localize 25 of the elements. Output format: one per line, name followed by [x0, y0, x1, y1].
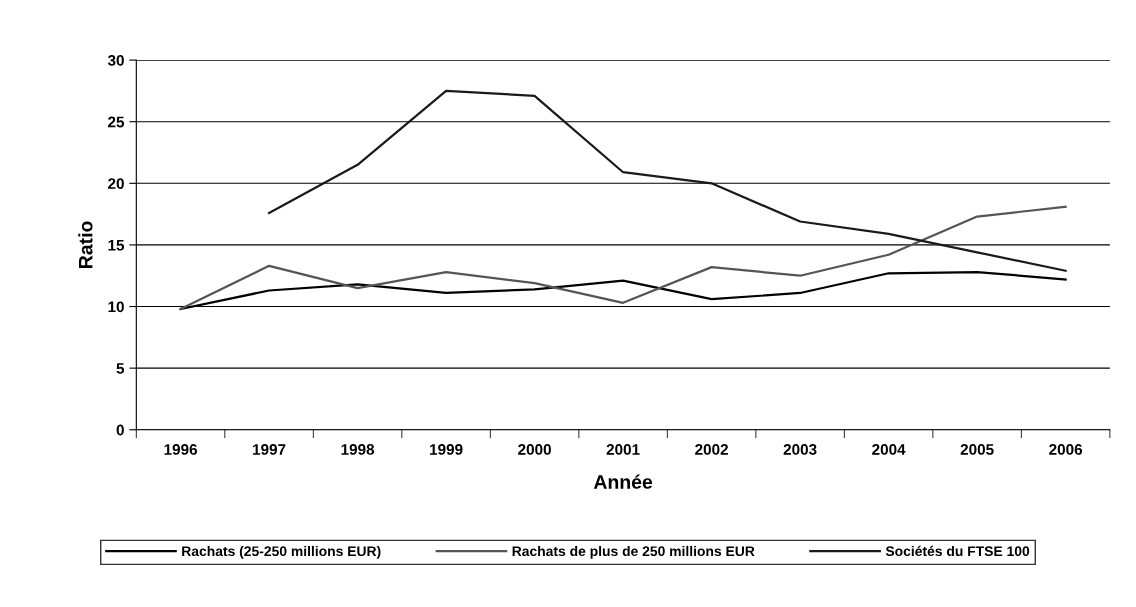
y-tick-label: 20 — [108, 178, 124, 189]
y-tick-label: 0 — [116, 424, 124, 436]
x-tick-label: 2006 — [1049, 444, 1083, 455]
legend-label: Rachats (25-250 millions EUR) — [182, 545, 381, 559]
y-tick-label: 30 — [107, 54, 124, 66]
x-tick-label: 1997 — [253, 444, 286, 455]
line-series — [179, 205, 1067, 311]
x-tick-label: 1998 — [341, 444, 375, 455]
y-axis-title: Ratio — [78, 221, 93, 268]
x-tick-label: 2005 — [960, 444, 994, 455]
x-tick-label: 2001 — [606, 444, 640, 455]
x-tick-label: 1999 — [430, 444, 463, 455]
x-tick-label: 2004 — [872, 444, 906, 455]
line-series — [267, 89, 1067, 272]
legend-label: Sociétés du FTSE 100 — [885, 545, 1030, 557]
x-tick-label: 2002 — [695, 444, 728, 455]
x-tick-label: 1996 — [164, 444, 198, 455]
x-axis-title: Année — [593, 474, 653, 489]
x-tick-label: 2000 — [518, 444, 551, 455]
x-tick-label: 2003 — [783, 444, 817, 455]
y-tick-label: 10 — [108, 301, 124, 313]
y-tick-label: 25 — [108, 116, 125, 128]
legend-label: Rachats de plus de 250 millions EUR — [512, 545, 755, 559]
y-tick-label: 15 — [108, 239, 125, 251]
y-tick-label: 5 — [116, 363, 125, 374]
